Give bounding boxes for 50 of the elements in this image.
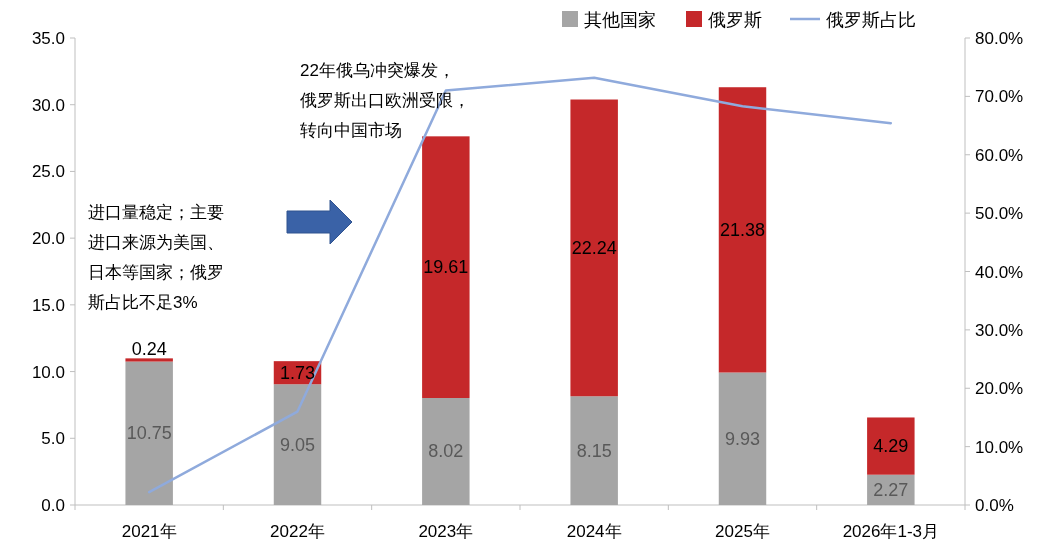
- y-tick-label: 15.0: [31, 295, 65, 315]
- y-tick-label: 25.0: [31, 162, 65, 182]
- y-tick-label: 10.0: [31, 362, 65, 382]
- bar: [125, 361, 173, 505]
- y-tick-label: 35.0: [31, 29, 65, 48]
- data-label: 0.24: [131, 339, 167, 360]
- x-tick-label: 2026年1-3月: [842, 522, 940, 541]
- x-tick-label: 2023年: [418, 522, 474, 541]
- bar: [422, 397, 470, 505]
- data-label: 10.75: [126, 423, 172, 444]
- x-tick-label: 2025年: [715, 522, 770, 541]
- legend-label: 其他国家: [584, 10, 656, 30]
- y2-tick-label: 40.0%: [975, 262, 1024, 282]
- data-label: 4.29: [873, 436, 909, 457]
- bar: [273, 384, 322, 505]
- annotation: 进口量稳定；主要进口来源为美国、日本等国家；俄罗斯占比不足3%: [88, 203, 224, 312]
- bar: [718, 372, 767, 505]
- y-tick-label: 30.0: [31, 95, 65, 115]
- data-label: 8.15: [576, 440, 612, 461]
- data-label: 9.93: [724, 428, 761, 449]
- x-tick-label: 2024年: [566, 522, 622, 541]
- x-tick-label: 2022年: [270, 522, 325, 541]
- data-label: 8.02: [428, 441, 464, 462]
- legend-label: 俄罗斯占比: [826, 10, 916, 30]
- bar: [718, 87, 767, 373]
- bar: [867, 417, 915, 475]
- y2-tick-label: 70.0%: [975, 87, 1024, 107]
- y2-tick-label: 30.0%: [975, 320, 1024, 340]
- data-label: 2.27: [873, 479, 909, 500]
- y-tick-label: 0.0: [41, 496, 65, 515]
- bar: [570, 396, 618, 505]
- data-label: 21.38: [719, 219, 766, 240]
- y-tick-label: 5.0: [41, 429, 65, 449]
- y2-tick-label: 80.0%: [975, 29, 1024, 48]
- data-label: 22.24: [571, 237, 617, 258]
- bar: [125, 358, 173, 362]
- data-label: 9.05: [279, 434, 316, 455]
- y2-tick-label: 60.0%: [975, 145, 1024, 165]
- bar: [570, 99, 618, 397]
- y2-tick-label: 50.0%: [975, 204, 1024, 224]
- y-tick-label: 20.0: [31, 229, 65, 249]
- bar: [422, 136, 470, 398]
- data-label: 19.61: [423, 257, 469, 278]
- annotation: 22年俄乌冲突爆发，俄罗斯出口欧洲受限，转向中国市场: [300, 61, 470, 140]
- y2-tick-label: 0.0%: [975, 496, 1014, 515]
- legend-label: 俄罗斯: [708, 10, 762, 30]
- y2-tick-label: 20.0%: [975, 379, 1024, 399]
- data-label: 1.73: [279, 362, 316, 383]
- y2-tick-label: 10.0%: [975, 437, 1024, 457]
- x-tick-label: 2021年: [121, 522, 177, 541]
